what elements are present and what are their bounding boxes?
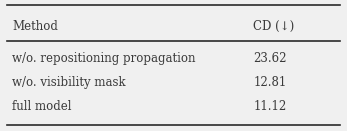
Text: CD (↓): CD (↓) [253,20,295,33]
Text: Method: Method [12,20,58,33]
Text: w/o. repositioning propagation: w/o. repositioning propagation [12,52,196,65]
Text: 12.81: 12.81 [253,76,287,89]
Text: 23.62: 23.62 [253,52,287,65]
Text: full model: full model [12,100,71,113]
Text: w/o. visibility mask: w/o. visibility mask [12,76,126,89]
Text: 11.12: 11.12 [253,100,287,113]
